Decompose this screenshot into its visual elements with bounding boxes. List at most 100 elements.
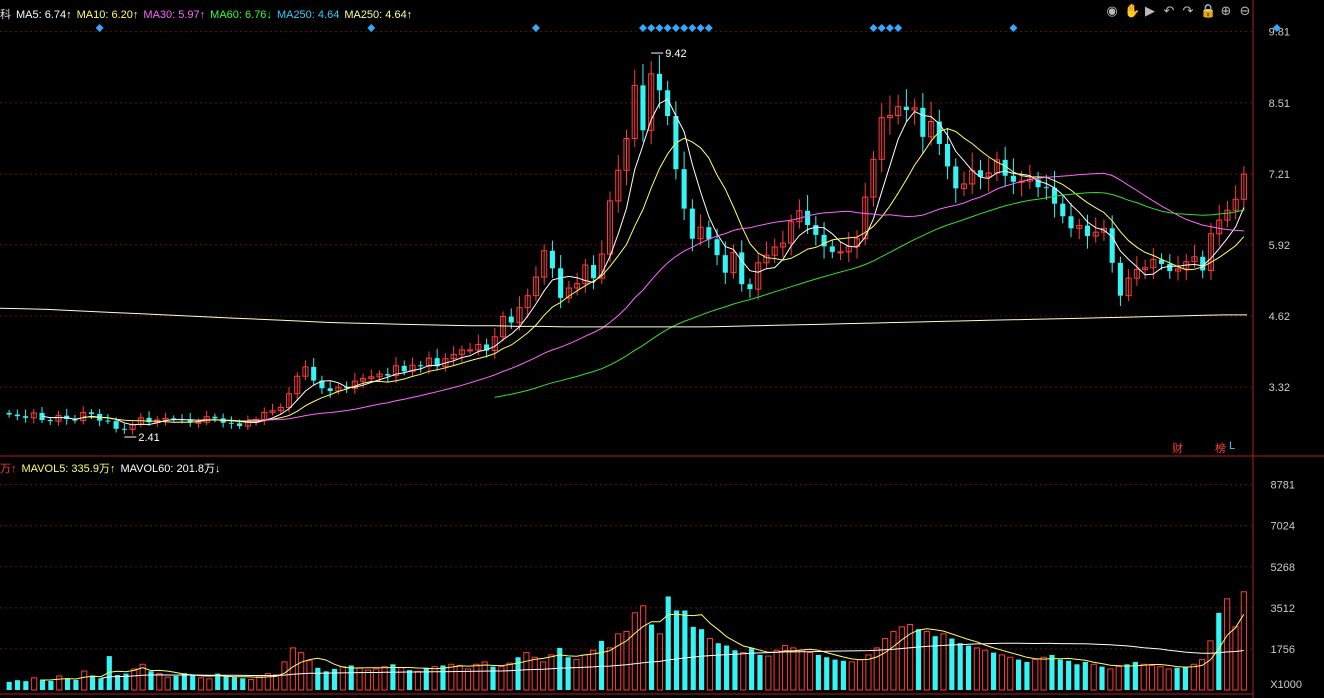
undo-icon[interactable]: ↶ <box>1163 4 1175 19</box>
redo-icon[interactable]: ↷ <box>1182 4 1194 19</box>
signal-marker[interactable] <box>885 24 894 32</box>
candle-body <box>1240 173 1247 200</box>
candle-body <box>47 420 53 422</box>
volume-bar <box>1148 664 1156 691</box>
signal-marker[interactable] <box>696 24 705 32</box>
volume-bar <box>531 656 538 691</box>
candle-body <box>121 428 127 430</box>
ma10-line <box>83 128 1245 423</box>
candle-body <box>319 380 325 389</box>
signal-marker[interactable] <box>531 24 540 32</box>
volume-bar <box>732 650 738 690</box>
candle-body <box>1035 179 1041 188</box>
play-icon[interactable]: ▶ <box>1145 4 1155 19</box>
zoom-in-icon[interactable]: ⊕ <box>1220 4 1232 19</box>
candle-body <box>409 364 416 372</box>
candle-body <box>1010 175 1016 182</box>
candle-body <box>458 349 465 355</box>
high-price-label: 9.42 <box>665 48 686 60</box>
volume-bar <box>1024 661 1030 690</box>
signal-marker[interactable] <box>688 24 697 32</box>
volume-tick-label: 5268 <box>1271 562 1295 574</box>
candle-body <box>565 287 572 299</box>
signal-marker[interactable] <box>894 24 903 32</box>
candle-body <box>788 221 795 244</box>
candle-body <box>1159 259 1165 264</box>
volume-bar <box>39 679 46 690</box>
price-indicator-legend: 科 MA5: 6.74↑ MA10: 6.20↑ MA30: 5.97↑ MA60: 6… <box>0 6 417 22</box>
eye-icon[interactable]: ◉ <box>1106 4 1118 19</box>
signal-marker[interactable] <box>704 24 713 32</box>
volume-bar <box>548 654 555 691</box>
candle-body <box>302 366 309 377</box>
signal-marker[interactable] <box>655 24 664 32</box>
volume-bar <box>98 678 104 690</box>
candle-body <box>1117 262 1123 296</box>
volume-bar <box>1224 598 1231 691</box>
candle-body <box>977 170 984 177</box>
candle-body <box>821 234 827 247</box>
candle-body <box>418 365 424 367</box>
signal-marker[interactable] <box>367 24 376 32</box>
signal-marker[interactable] <box>869 24 878 32</box>
hand-icon[interactable]: ✋ <box>1124 4 1141 19</box>
volume-bar <box>715 643 721 690</box>
volume-bar <box>306 660 313 691</box>
candle-body <box>450 353 457 360</box>
volume-fragment: 万↑ <box>0 463 17 475</box>
signal-marker[interactable] <box>1009 24 1018 32</box>
candle-body <box>1167 263 1173 272</box>
candle-body <box>376 373 383 378</box>
volume-bar <box>64 678 71 690</box>
volume-bar <box>473 663 480 691</box>
volume-tick-label: 7024 <box>1271 521 1295 533</box>
volume-bar <box>164 676 171 691</box>
volume-bar <box>890 631 897 691</box>
candle-body <box>1224 209 1231 221</box>
volume-bar <box>206 678 213 691</box>
candle-body <box>665 90 671 117</box>
volume-bar <box>381 666 388 691</box>
volume-bar <box>631 612 638 691</box>
candle-body <box>1060 203 1066 217</box>
volume-bar <box>690 626 696 690</box>
finance-badge[interactable]: 财 <box>1172 443 1183 455</box>
volume-bar <box>506 662 513 691</box>
candle-body <box>648 73 655 131</box>
lock-icon[interactable]: 🔒 <box>1200 4 1217 19</box>
volume-bar <box>648 624 655 690</box>
volume-bar <box>264 673 271 691</box>
candle-body <box>146 417 152 423</box>
candle-body <box>385 374 391 376</box>
signal-marker[interactable] <box>1272 24 1281 32</box>
zoom-out-icon[interactable]: ⊖ <box>1239 4 1251 19</box>
volume-bar <box>440 665 446 690</box>
candle-body <box>55 415 62 422</box>
signal-marker[interactable] <box>680 24 689 32</box>
volume-bar <box>81 670 88 691</box>
candle-body <box>911 107 918 111</box>
signal-marker[interactable] <box>95 24 104 32</box>
signal-marker[interactable] <box>671 24 680 32</box>
signal-marker[interactable] <box>877 24 886 32</box>
signal-marker[interactable] <box>663 24 672 32</box>
candle-body <box>269 410 276 413</box>
volume-bar <box>498 666 505 691</box>
volume-bar <box>539 661 547 691</box>
candle-body <box>706 227 712 240</box>
indicator-ma250: MA250: 4.64 <box>276 9 340 21</box>
volume-bar <box>1066 660 1072 690</box>
volume-bar <box>73 679 79 690</box>
volume-tick-label: 1756 <box>1271 644 1295 656</box>
candle-body <box>541 250 548 278</box>
price-tick-label: 8.51 <box>1269 98 1290 110</box>
volume-bar <box>315 667 321 690</box>
volume-bar <box>1082 661 1088 690</box>
candle-body <box>162 417 169 421</box>
signal-marker[interactable] <box>638 24 647 32</box>
ranking-badge[interactable]: 榜 <box>1215 443 1226 455</box>
l-badge[interactable]: L <box>1229 440 1236 452</box>
volume-bar <box>856 659 864 691</box>
signal-marker[interactable] <box>647 24 656 32</box>
candle-body <box>549 250 555 269</box>
